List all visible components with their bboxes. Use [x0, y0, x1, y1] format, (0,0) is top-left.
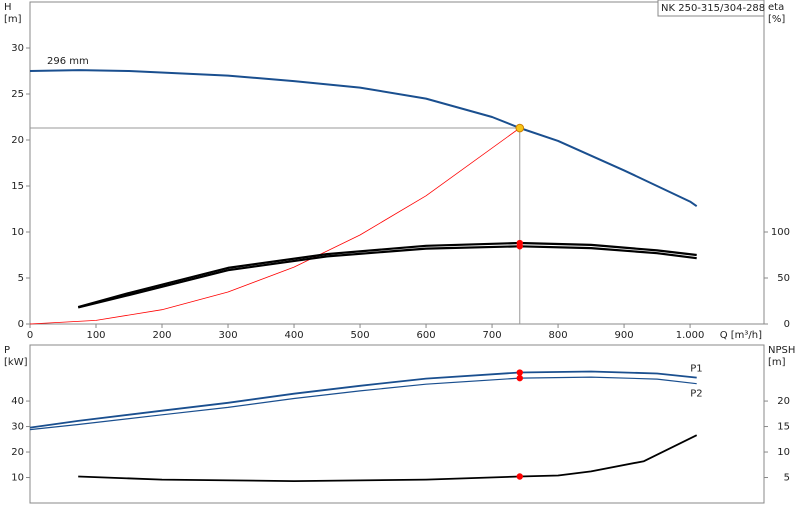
x-tick-label: 200 [152, 330, 171, 341]
y-tick-label: 0 [18, 319, 24, 330]
y-tick-label: 20 [11, 135, 24, 146]
curve [29, 370, 697, 429]
y-tick-label: 20 [11, 447, 24, 458]
y2-axis-label: NPSH [768, 345, 795, 356]
x-tick-label: 500 [350, 330, 369, 341]
x-axis-label: Q [m³/h] [720, 330, 762, 341]
x-tick-label: 900 [615, 330, 634, 341]
y-tick-label: 25 [11, 89, 24, 100]
y-tick-label: 10 [11, 473, 24, 484]
y2-axis-label: [%] [768, 14, 785, 25]
curve [77, 241, 697, 309]
operating-point [516, 243, 523, 250]
chart-title: NK 250-315/304-288 [661, 3, 765, 14]
curve [77, 245, 697, 309]
y-tick-label: 30 [11, 43, 24, 54]
y2-axis-label: [m] [768, 357, 786, 368]
y-axis-label: [m] [4, 14, 22, 25]
x-tick-label: 700 [483, 330, 502, 341]
y2-tick-label: 15 [777, 422, 790, 433]
y-tick-label: 40 [11, 396, 24, 407]
curve-label: P2 [690, 389, 702, 400]
y2-tick-label: 100 [771, 227, 790, 238]
x-tick-label: 100 [86, 330, 105, 341]
curve [29, 69, 698, 208]
y-tick-label: 10 [11, 227, 24, 238]
curve [78, 434, 698, 482]
y2-tick-label: 5 [784, 473, 790, 484]
y-tick-label: 15 [11, 181, 24, 192]
x-tick-label: 0 [27, 330, 33, 341]
y2-axis-label: eta [768, 2, 784, 13]
curve-label: 296 mm [47, 56, 89, 67]
y-axis-label: P [4, 345, 10, 356]
duty-point [515, 123, 525, 133]
y2-tick-label: 20 [777, 396, 790, 407]
x-tick-label: 800 [549, 330, 568, 341]
y2-tick-label: 10 [777, 447, 790, 458]
y-tick-label: 30 [11, 422, 24, 433]
operating-point [516, 374, 523, 382]
y-axis-label: H [4, 2, 12, 13]
curve [29, 127, 521, 325]
y2-tick-label: 0 [784, 319, 790, 330]
y2-tick-label: 50 [777, 273, 790, 284]
x-tick-label: 400 [284, 330, 303, 341]
plot-frame [29, 1, 765, 325]
curve-label: P1 [690, 364, 702, 375]
operating-point [516, 369, 523, 376]
operating-point [516, 473, 523, 480]
plot-frame [29, 344, 765, 504]
title-box [657, 0, 765, 17]
x-tick-label: 1.000 [676, 330, 705, 341]
x-tick-label: 600 [416, 330, 435, 341]
curve [29, 376, 697, 431]
x-tick-label: 300 [218, 330, 237, 341]
y-tick-label: 5 [18, 273, 24, 284]
y-axis-label: [kW] [4, 357, 28, 368]
